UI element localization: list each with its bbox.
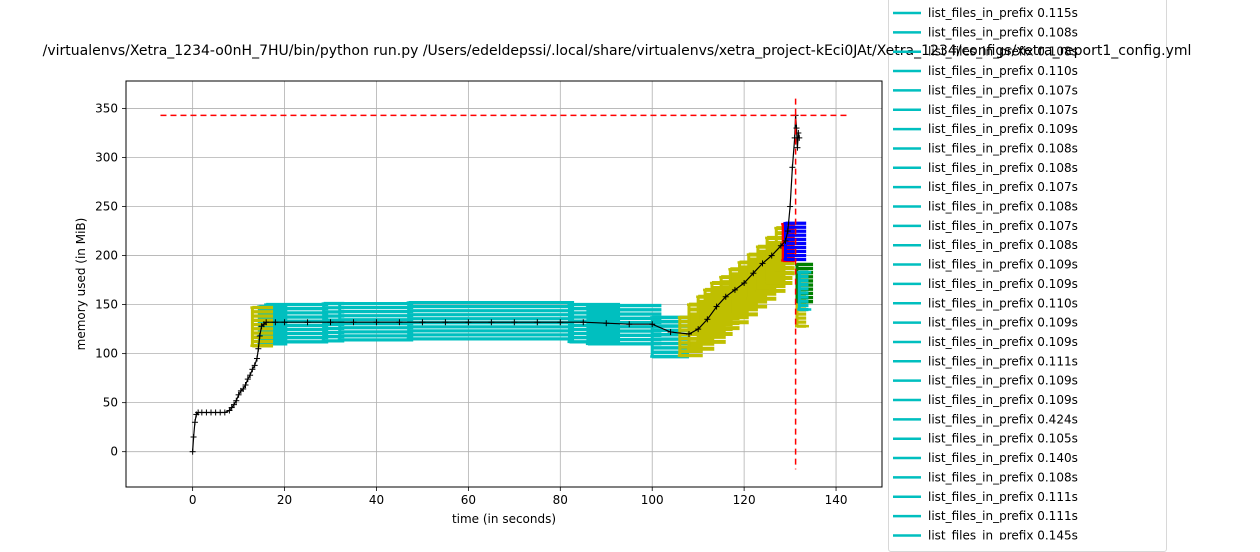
legend-label: list_files_in_prefix 0.107s [928, 219, 1078, 233]
legend-entry: list_files_in_prefix 0.111s [893, 354, 1078, 368]
legend-label: list_files_in_prefix 0.110s [928, 64, 1078, 78]
legend-label: list_files_in_prefix 0.107s [928, 180, 1078, 194]
legend-label: list_files_in_prefix 0.424s [928, 412, 1078, 426]
legend-label: list_files_in_prefix 0.105s [928, 432, 1078, 446]
legend-label: list_files_in_prefix 0.109s [928, 316, 1078, 330]
memory-point [254, 356, 260, 362]
legend: list_files_in_prefix 0.115s list_files_in… [893, 6, 1078, 540]
memory-point [787, 204, 793, 210]
y-tick-label: 150 [95, 298, 118, 312]
legend-entry: list_files_in_prefix 0.108s [893, 25, 1078, 39]
x-tick-label: 20 [277, 493, 292, 507]
legend-label: list_files_in_prefix 0.109s [928, 258, 1078, 272]
legend-label: list_files_in_prefix 0.108s [928, 141, 1078, 155]
legend-label: list_files_in_prefix 0.108s [928, 470, 1078, 484]
legend-entry: list_files_in_prefix 0.107s [893, 219, 1078, 233]
legend-entry: list_files_in_prefix 0.140s [893, 451, 1078, 465]
legend-entry: list_files_in_prefix 0.111s [893, 490, 1078, 504]
x-tick-label: 80 [553, 493, 568, 507]
legend-label: list_files_in_prefix 0.107s [928, 103, 1078, 117]
legend-label: list_files_in_prefix 0.109s [928, 374, 1078, 388]
memory-point [191, 434, 197, 440]
legend-label: list_files_in_prefix 0.108s [928, 238, 1078, 252]
legend-label: list_files_in_prefix 0.108s [928, 25, 1078, 39]
legend-entry: list_files_in_prefix 0.105s [893, 432, 1078, 446]
legend-entry: list_files_in_prefix 0.109s [893, 374, 1078, 388]
legend-entry: list_files_in_prefix 0.145s [893, 528, 1078, 540]
x-tick-label: 140 [825, 493, 848, 507]
legend-label: list_files_in_prefix 0.115s [928, 6, 1078, 20]
y-tick-label: 100 [95, 347, 118, 361]
legend-entry: list_files_in_prefix 0.108s [893, 238, 1078, 252]
legend-label: list_files_in_prefix 0.110s [928, 296, 1078, 310]
legend-entry: list_files_in_prefix 0.108s [893, 161, 1078, 175]
legend-label: list_files_in_prefix 0.140s [928, 451, 1078, 465]
memory-profile-chart: 0 20 40 60 80 100 120 140050100150200250300350 … [0, 0, 1260, 540]
legend-label: list_files_in_prefix 0.111s [928, 490, 1078, 504]
memory-point [190, 449, 196, 455]
legend-entry: list_files_in_prefix 0.109s [893, 258, 1078, 272]
legend-label: list_files_in_prefix 0.145s [928, 528, 1078, 540]
y-tick-label: 350 [95, 101, 118, 115]
y-tick-label: 200 [95, 249, 118, 263]
y-tick-label: 50 [103, 396, 118, 410]
legend-entry: list_files_in_prefix 0.107s [893, 180, 1078, 194]
function-span-list_files_in_prefix [407, 303, 574, 339]
legend-entry: list_files_in_prefix 0.109s [893, 277, 1078, 291]
legend-entry: list_files_in_prefix 0.109s [893, 122, 1078, 136]
y-tick-label: 300 [95, 150, 118, 164]
legend-entry: list_files_in_prefix 0.108s [893, 200, 1078, 214]
legend-entry: list_files_in_prefix 0.109s [893, 335, 1078, 349]
legend-label: list_files_in_prefix 0.111s [928, 354, 1078, 368]
x-tick-label: 0 [189, 493, 197, 507]
legend-label: list_files_in_prefix 0.108s [928, 161, 1078, 175]
x-tick-label: 100 [641, 493, 664, 507]
legend-entry: list_files_in_prefix 0.108s [893, 470, 1078, 484]
legend-entry: list_files_in_prefix 0.424s [893, 412, 1078, 426]
x-axis-label: time (in seconds) [452, 512, 556, 526]
legend-label: list_files_in_prefix 0.108s [928, 45, 1078, 59]
legend-label: list_files_in_prefix 0.109s [928, 335, 1078, 349]
legend-label: list_files_in_prefix 0.107s [928, 83, 1078, 97]
x-tick-label: 40 [369, 493, 384, 507]
x-tick-label: 60 [461, 493, 476, 507]
y-tick-label: 250 [95, 200, 118, 214]
legend-entry: list_files_in_prefix 0.110s [893, 296, 1078, 310]
legend-label: list_files_in_prefix 0.108s [928, 200, 1078, 214]
legend-entry: list_files_in_prefix 0.107s [893, 83, 1078, 97]
y-tick-label: 0 [110, 445, 118, 459]
legend-entry: list_files_in_prefix 0.110s [893, 64, 1078, 78]
legend-entry: list_files_in_prefix 0.109s [893, 316, 1078, 330]
legend-label: list_files_in_prefix 0.109s [928, 122, 1078, 136]
memory-line [193, 115, 800, 451]
memory-point [789, 164, 795, 170]
function-spans [250, 223, 813, 356]
legend-entry: list_files_in_prefix 0.108s [893, 141, 1078, 155]
legend-entry: list_files_in_prefix 0.115s [893, 6, 1078, 20]
legend-entry: list_files_in_prefix 0.109s [893, 393, 1078, 407]
y-axis-label: memory used (in MiB) [74, 218, 88, 351]
legend-label: list_files_in_prefix 0.109s [928, 393, 1078, 407]
legend-label: list_files_in_prefix 0.109s [928, 277, 1078, 291]
legend-entry: list_files_in_prefix 0.107s [893, 103, 1078, 117]
legend-entry: list_files_in_prefix 0.111s [893, 509, 1078, 523]
legend-label: list_files_in_prefix 0.111s [928, 509, 1078, 523]
x-tick-label: 120 [733, 493, 756, 507]
